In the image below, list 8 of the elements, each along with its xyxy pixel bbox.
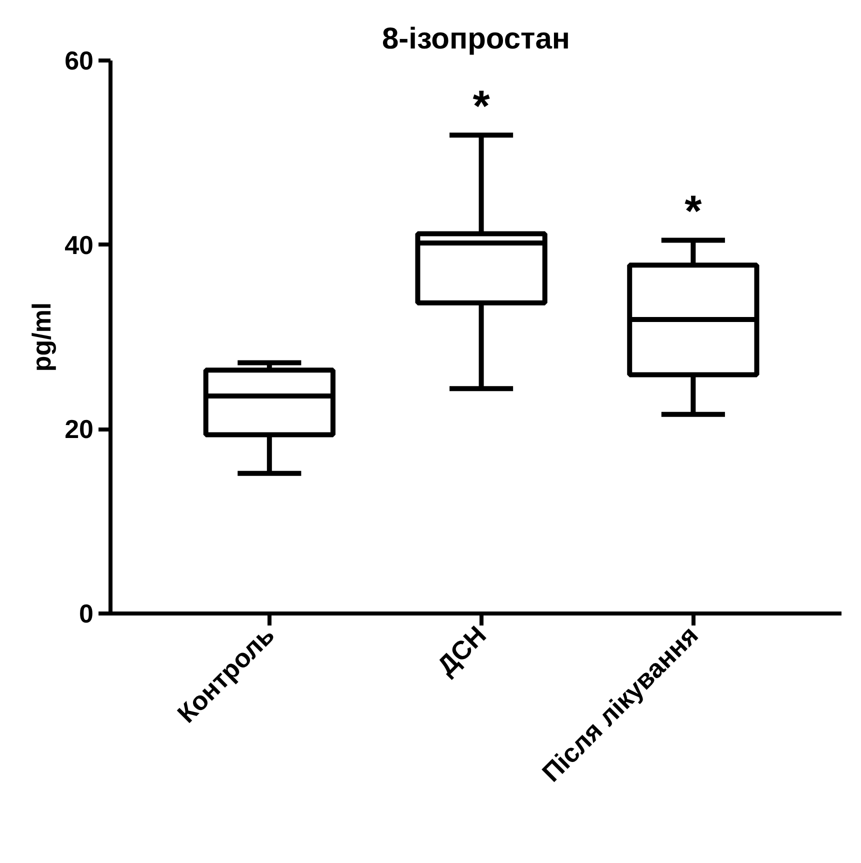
annotation: *	[684, 187, 703, 236]
y-tick-label: 0	[79, 598, 94, 628]
y-axis-title: pg/ml	[26, 302, 57, 372]
chart-title: 8-ізопростан	[382, 22, 570, 56]
y-tick-label: 20	[64, 414, 94, 444]
annotation: *	[472, 82, 491, 132]
y-tick-label: 40	[64, 230, 94, 260]
y-tick-label: 60	[64, 46, 94, 76]
